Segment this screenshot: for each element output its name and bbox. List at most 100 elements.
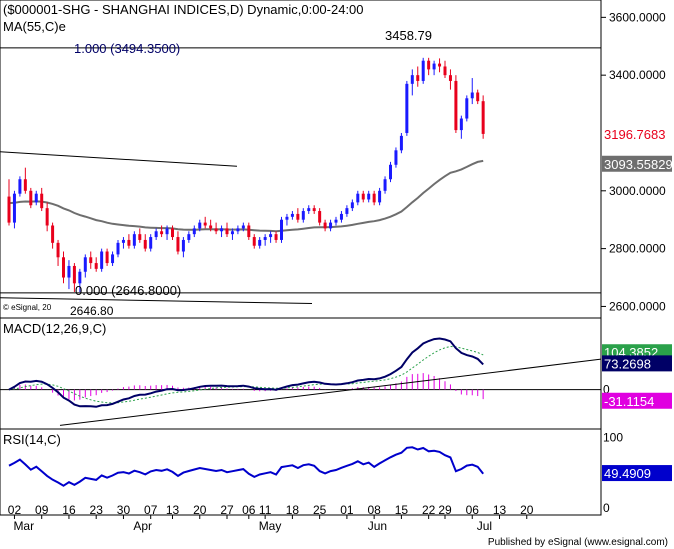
ma55-line (8, 159, 484, 233)
x-day-label: 06 (466, 503, 480, 517)
axis-layer: 3600.0000 3400.0000 3000.0000 2800.0000 2600… (8, 10, 673, 533)
rsi-value-box (602, 465, 672, 482)
candle (29, 187, 33, 209)
candle (454, 75, 458, 133)
macd-value: 73.2698 (604, 356, 651, 371)
candle (367, 190, 371, 203)
candle (127, 234, 131, 249)
fib-level-label: 1.000 (3494.3500) (74, 41, 180, 56)
macd-hist-value: -31.1154 (604, 394, 654, 409)
candle (225, 222, 229, 238)
candle (432, 60, 436, 76)
candle (45, 202, 49, 232)
last-price-label: 3196.7683 (604, 127, 665, 142)
candle (56, 239, 60, 266)
candle (214, 222, 218, 235)
candle (285, 213, 289, 226)
candle (67, 260, 71, 290)
low-annotation: 2646.80 (70, 304, 114, 318)
rsi-tick-label: 0 (603, 501, 610, 515)
candle (280, 216, 283, 243)
candle (269, 231, 273, 243)
candle (263, 234, 267, 246)
macd-zero-label: 0 (603, 383, 610, 397)
candle (171, 225, 174, 240)
candle (427, 57, 431, 76)
candle (356, 190, 360, 206)
candle (198, 219, 202, 232)
x-day-label: 15 (395, 503, 409, 517)
rsi-value: 49.4909 (604, 466, 651, 481)
candle (350, 199, 354, 212)
rsi-tick-label: 100 (603, 430, 623, 444)
x-day-label: 29 (438, 503, 452, 517)
candle (18, 176, 22, 197)
candle (274, 231, 278, 243)
candle (143, 234, 147, 252)
candle (394, 147, 398, 168)
candle (132, 231, 136, 249)
candle (438, 58, 442, 73)
candle (154, 228, 158, 240)
ma-indicator-label: MA(55,C)e (3, 19, 66, 34)
candle (334, 216, 338, 226)
candle (296, 208, 300, 223)
x-day-label: 07 (144, 503, 158, 517)
candle (12, 190, 16, 229)
ma-value-box (602, 155, 672, 172)
macd-label: MACD(12,26,9,C) (3, 321, 106, 336)
candle (241, 222, 245, 232)
candle (105, 248, 109, 266)
price-tick-label: 3600.0000 (609, 10, 666, 24)
candle (312, 205, 316, 214)
candle (389, 161, 392, 183)
price-layer (0, 47, 601, 305)
candle (345, 205, 349, 217)
candle (72, 263, 76, 292)
candle (7, 179, 11, 226)
candle (176, 231, 180, 255)
candle (372, 190, 376, 206)
candle (421, 57, 425, 84)
candle (181, 237, 185, 258)
x-day-label: 30 (117, 503, 131, 517)
candle (192, 225, 196, 238)
x-month-label: Jul (477, 519, 492, 533)
candle (83, 254, 87, 278)
candle (203, 216, 207, 229)
candle (339, 211, 343, 223)
candle (247, 222, 251, 240)
price-tick-label: 3400.0000 (609, 68, 666, 82)
x-day-label: 01 (340, 503, 354, 517)
candle (258, 237, 262, 249)
x-day-label: 16 (62, 503, 76, 517)
x-month-label: Mar (13, 519, 34, 533)
candle (443, 60, 447, 79)
x-day-label: 13 (166, 503, 180, 517)
candle (51, 222, 55, 249)
rsi-panel (0, 428, 602, 516)
x-day-label: 20 (520, 503, 534, 517)
candle (329, 219, 333, 232)
candle (307, 205, 311, 214)
candle (89, 251, 93, 269)
candle (149, 234, 153, 252)
candle (378, 187, 382, 206)
candle (465, 95, 469, 122)
candle (361, 190, 365, 203)
macd-panel (0, 317, 602, 430)
candle (318, 208, 322, 226)
x-day-label: 06 (242, 503, 256, 517)
x-day-label: 20 (193, 503, 207, 517)
candle (111, 251, 115, 266)
price-tick-label: 2800.0000 (609, 242, 666, 256)
candle (220, 225, 224, 238)
macd-line (8, 337, 484, 408)
support-trendline (0, 297, 313, 305)
candle (410, 69, 414, 96)
price-tick-label: 2600.0000 (609, 299, 666, 313)
x-day-label: 13 (493, 503, 507, 517)
candle (230, 228, 234, 240)
copyright-notice: © eSignal, 20 (3, 303, 52, 312)
